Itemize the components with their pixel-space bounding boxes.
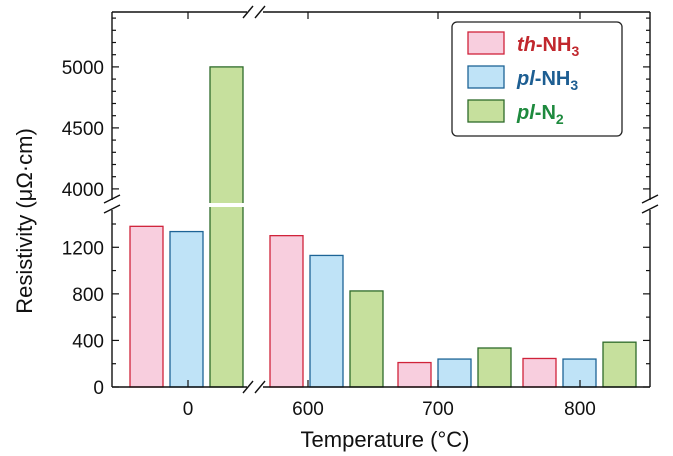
x-tick-label: 800 [564, 399, 596, 420]
legend-swatch [467, 31, 505, 55]
y-break-mark-left [103, 204, 121, 214]
x-break-mark-top [242, 5, 254, 19]
legend: th-NH3 pl-NH3 pl-N2 [451, 21, 623, 137]
y-break-mark-left [103, 194, 121, 204]
x-tick-label: 600 [292, 399, 324, 420]
y-tick-label: 0 [93, 378, 104, 399]
legend-label: pl-NH3 [516, 68, 578, 93]
bar-pl-N2-800 [602, 341, 637, 388]
bar-th-NH3-800 [522, 357, 557, 388]
y-axis-title: Resistivity (μΩ·cm) [12, 128, 37, 314]
tick-labels: 0 400 800 1200 4000 4500 5000 0 600 700 800 [62, 58, 596, 420]
y-break-mark-right [641, 194, 659, 204]
y-tick-label: 5000 [62, 58, 104, 79]
bar-th-NH3-700 [397, 361, 432, 388]
y-tick-label: 4000 [62, 180, 104, 201]
x-break-mark-top [254, 5, 266, 19]
legend-swatch [467, 65, 505, 89]
legend-label: pl-N2 [516, 102, 564, 127]
x-axis-title: Temperature (°C) [301, 427, 470, 452]
legend-label: th-NH3 [517, 34, 579, 59]
y-tick-label: 800 [72, 285, 104, 306]
y-tick-label: 1200 [62, 238, 104, 259]
x-break-mark-bottom [242, 380, 254, 394]
x-break-mark-bottom [254, 380, 266, 394]
plot-frame [103, 5, 659, 394]
bar-pl-N2-700 [477, 347, 512, 388]
bar-th-NH3-600 [269, 234, 304, 388]
bar-break-gap [209, 203, 244, 207]
y-tick-label: 400 [72, 331, 104, 352]
bar-pl-NH3-0 [169, 230, 204, 388]
bar-pl-NH3-600 [309, 254, 344, 388]
x-tick-label: 700 [422, 399, 454, 420]
legend-swatch [467, 99, 505, 123]
axis-ticks [112, 12, 650, 388]
bar-pl-N2-600 [349, 290, 384, 388]
y-tick-label: 4500 [62, 119, 104, 140]
x-tick-label: 0 [183, 399, 194, 420]
bar-pl-NH3-700 [437, 358, 472, 388]
bar-th-NH3-0 [129, 225, 164, 388]
bar-pl-N2-0 [209, 66, 244, 388]
y-break-mark-right [641, 204, 659, 214]
